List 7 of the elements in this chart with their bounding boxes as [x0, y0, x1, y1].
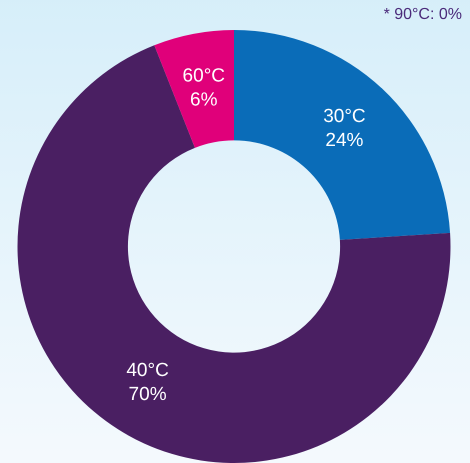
- data-label: 24%: [325, 130, 364, 152]
- data-label: 70%: [128, 384, 167, 405]
- text: * 90°C: 0%: [384, 6, 462, 24]
- data-label: 6%: [190, 89, 218, 110]
- slice-label: 60°C: [182, 65, 226, 86]
- slice-label: 40°C: [126, 360, 169, 381]
- slice-label: 30°C: [323, 106, 366, 128]
